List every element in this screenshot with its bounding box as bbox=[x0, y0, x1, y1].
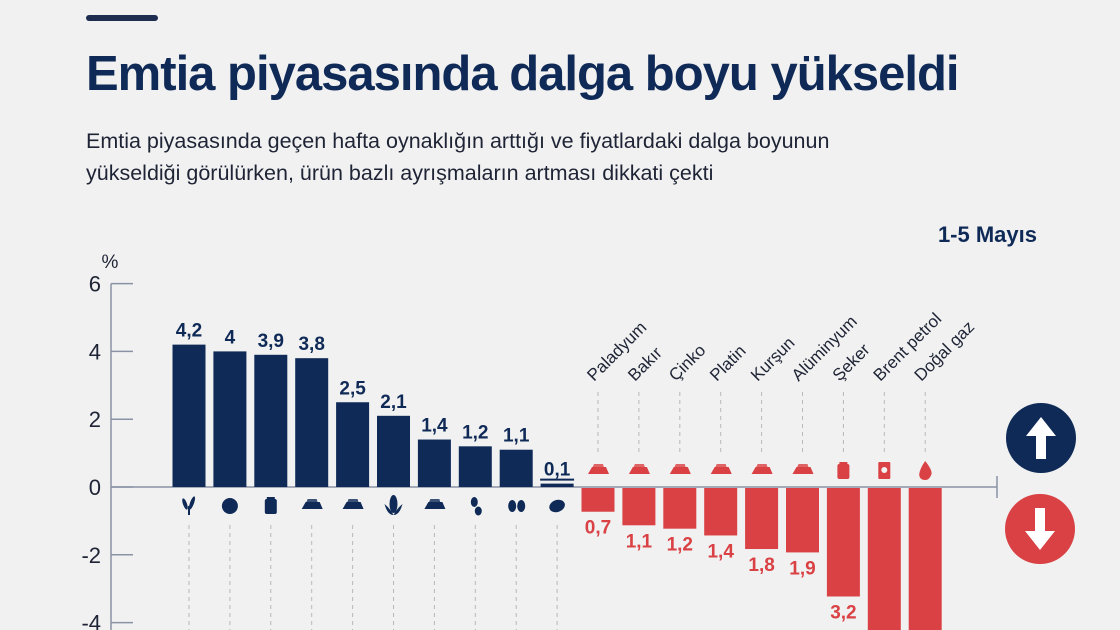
bar-positive bbox=[336, 402, 370, 487]
bar-value-label: 1,1 bbox=[626, 531, 653, 552]
bar-negative bbox=[581, 488, 615, 512]
cotton-icon bbox=[221, 498, 238, 514]
bar-value-label: 1,1 bbox=[503, 426, 530, 447]
bar-value-label: 1,2 bbox=[462, 422, 488, 443]
bar-negative bbox=[908, 488, 942, 630]
bar-value-label: 3,8 bbox=[298, 334, 324, 355]
category-label: Kurşun bbox=[747, 333, 799, 385]
ingots-icon bbox=[301, 499, 323, 509]
wheat-icon bbox=[182, 496, 196, 515]
bar-negative bbox=[826, 488, 860, 597]
soybean-icon bbox=[470, 497, 482, 516]
y-tick-label: 0 bbox=[89, 475, 101, 500]
sugar-bag-icon bbox=[837, 462, 850, 479]
y-tick-label: -2 bbox=[81, 543, 101, 568]
bar-value-label: 0,7 bbox=[585, 518, 611, 539]
y-tick-label: 6 bbox=[89, 272, 101, 297]
bar-negative bbox=[622, 488, 656, 526]
y-axis-unit-label: % bbox=[102, 252, 119, 273]
oil-barrel-icon bbox=[878, 462, 891, 479]
y-tick-label: 4 bbox=[89, 339, 101, 364]
subtitle-line-2: yükseldiği görülürken, ürün bazlı ayrışm… bbox=[86, 161, 714, 185]
ingots-icon bbox=[628, 464, 650, 474]
ingots-icon bbox=[588, 464, 609, 474]
bar-value-label: 1,4 bbox=[421, 416, 448, 437]
bar-positive bbox=[540, 483, 574, 487]
bar-value-label: 3,9 bbox=[258, 331, 284, 352]
bar-negative bbox=[663, 488, 697, 529]
decorative-top-bar bbox=[86, 15, 158, 21]
bar-value-label: 0,1 bbox=[544, 460, 571, 481]
bar-positive bbox=[417, 439, 451, 487]
ingots-icon bbox=[342, 499, 364, 509]
bar-value-label: 2,5 bbox=[339, 378, 366, 399]
bar-positive bbox=[172, 344, 206, 487]
corn-icon bbox=[384, 495, 403, 515]
bar-negative bbox=[786, 488, 819, 553]
bar-value-label: 4,2 bbox=[176, 321, 202, 342]
sack-icon bbox=[264, 497, 277, 514]
subtitle-line-1: Emtia piyasasında geçen hafta oynaklığın… bbox=[86, 129, 830, 153]
bar-positive bbox=[254, 354, 288, 487]
bar-value-label: 1,2 bbox=[667, 535, 693, 556]
bar-negative bbox=[704, 488, 738, 536]
bar-value-label: 3,2 bbox=[830, 602, 856, 623]
ingots-icon bbox=[751, 464, 773, 474]
legend-up bbox=[1006, 403, 1076, 473]
arrow-up-icon bbox=[1026, 417, 1056, 459]
legend-down bbox=[1005, 494, 1075, 564]
y-tick-label: 2 bbox=[89, 407, 101, 432]
bar-value-label: 4 bbox=[225, 327, 236, 348]
ingots-icon bbox=[669, 464, 691, 474]
ingots-icon bbox=[424, 499, 446, 509]
bar-value-label: 2,1 bbox=[380, 392, 407, 413]
bar-positive bbox=[295, 358, 329, 487]
page-title: Emtia piyasasında dalga boyu yükseldi bbox=[86, 47, 960, 101]
bar-value-label: 1,8 bbox=[748, 555, 774, 576]
bar-value-label: 1,9 bbox=[789, 558, 815, 579]
cocoa-icon bbox=[549, 499, 565, 513]
bar-positive bbox=[458, 446, 492, 487]
bar-positive bbox=[213, 351, 247, 487]
page-subtitle: Emtia piyasasında geçen hafta oynaklığın… bbox=[86, 125, 986, 189]
bar-positive bbox=[377, 415, 410, 487]
bar-positive bbox=[499, 449, 533, 487]
y-tick-label: -4 bbox=[81, 611, 101, 630]
category-label: Çinko bbox=[665, 341, 709, 385]
coffee-icon bbox=[508, 500, 526, 512]
ingots-icon bbox=[710, 464, 732, 474]
bar-negative bbox=[745, 488, 779, 550]
category-label: Platin bbox=[706, 341, 750, 385]
date-label: 1-5 Mayıs bbox=[937, 222, 1037, 247]
bar-negative bbox=[867, 488, 901, 630]
flame-icon bbox=[919, 461, 932, 480]
ingots-icon bbox=[792, 464, 814, 474]
bar-value-label: 1,4 bbox=[707, 541, 734, 562]
arrow-down-icon bbox=[1025, 508, 1055, 550]
